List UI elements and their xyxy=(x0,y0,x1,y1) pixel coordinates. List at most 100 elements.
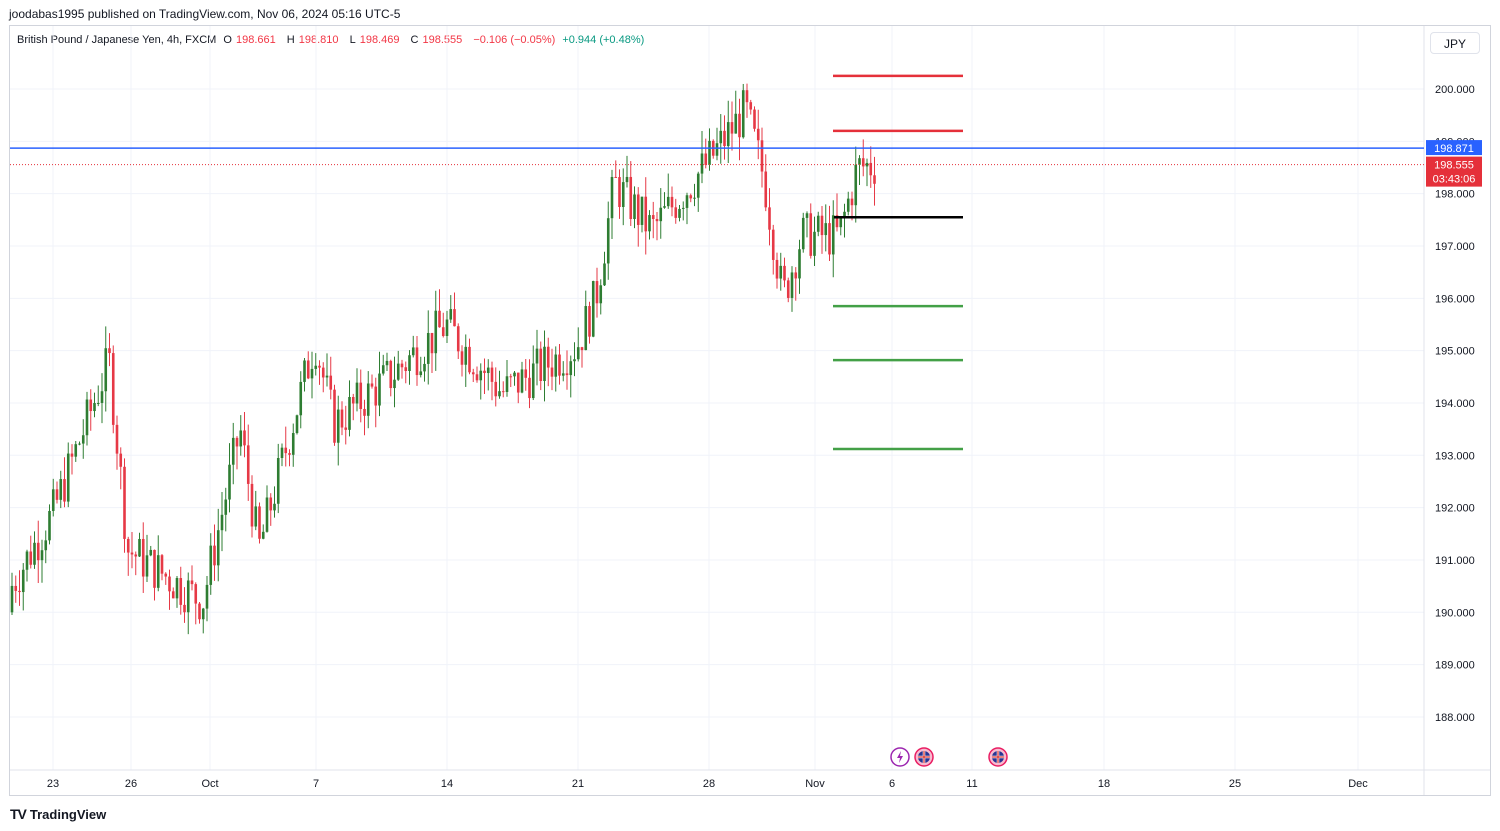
candle-body xyxy=(471,372,475,375)
currency-button[interactable]: JPY xyxy=(1430,32,1480,54)
candle-body xyxy=(790,272,794,298)
candle-body xyxy=(730,122,734,134)
close-label: C xyxy=(410,34,419,46)
x-tick-label: 26 xyxy=(125,778,137,790)
candle-body xyxy=(205,584,209,609)
candle-body xyxy=(494,381,498,397)
candle-body xyxy=(516,372,520,393)
x-tick-label: 28 xyxy=(703,778,715,790)
candle-body xyxy=(231,437,235,465)
candle-body xyxy=(190,580,194,585)
candle-body xyxy=(813,231,816,256)
candle-body xyxy=(839,217,843,228)
candle-body xyxy=(584,306,588,351)
candle-body xyxy=(201,608,205,620)
candle-body xyxy=(828,223,831,255)
candle-body xyxy=(404,367,408,372)
candle-body xyxy=(449,309,453,320)
candle-body xyxy=(445,319,449,337)
candle-body xyxy=(310,368,314,379)
candle-body xyxy=(299,381,303,416)
candle-body xyxy=(33,542,36,565)
candle-body xyxy=(565,373,569,376)
candle-body xyxy=(123,466,126,539)
candle-body xyxy=(505,376,509,392)
symbol-label[interactable]: British Pound / Japanese Yen, 4h, FXCM xyxy=(17,34,217,46)
candle-body xyxy=(685,195,689,208)
x-tick-label: Nov xyxy=(805,778,825,790)
candle-body xyxy=(858,158,861,165)
candle-body xyxy=(340,409,344,428)
candle-body xyxy=(63,479,66,502)
time-axis[interactable]: 23 26 Oct 7 14 21 28 Nov 6 11 18 25 Dec xyxy=(47,778,1368,790)
candle-body xyxy=(674,207,678,218)
candle-body xyxy=(745,90,749,103)
footer-brand[interactable]: TV TradingView xyxy=(10,806,106,822)
x-tick-label: 23 xyxy=(47,778,59,790)
candle-body xyxy=(21,569,25,593)
candle-body xyxy=(580,347,584,351)
candle-body xyxy=(775,259,779,279)
candle-body xyxy=(100,391,104,403)
y-tick-label: 196.000 xyxy=(1435,293,1475,305)
publisher-line: joodabas1995 published on TradingView.co… xyxy=(9,7,401,21)
candle-body xyxy=(81,435,85,444)
candle-body xyxy=(36,542,40,561)
candle-body xyxy=(798,249,801,279)
candle-body xyxy=(715,143,719,156)
y-tick-label: 200.000 xyxy=(1435,84,1475,96)
candle-body xyxy=(351,397,355,404)
candle-body xyxy=(760,140,764,172)
candle-body xyxy=(441,327,445,337)
candle-body xyxy=(820,215,824,236)
candle-body xyxy=(291,433,295,455)
candle-body xyxy=(501,391,505,393)
candle-body xyxy=(66,453,70,502)
candle-body xyxy=(850,198,854,206)
candle-body xyxy=(235,437,239,447)
candle-body xyxy=(280,447,284,458)
candle-body xyxy=(426,332,430,364)
candle-body xyxy=(318,365,321,368)
brand-label: TradingView xyxy=(29,806,107,822)
candle-body xyxy=(374,386,378,406)
candle-body xyxy=(411,347,415,356)
x-tick-label: 11 xyxy=(966,778,977,790)
candle-body xyxy=(640,196,644,225)
current-price-text: 198.555 xyxy=(1434,160,1474,172)
candle-body xyxy=(430,332,434,354)
candle-body xyxy=(160,555,164,574)
candle-body xyxy=(183,604,186,613)
x-tick-label: 18 xyxy=(1098,778,1110,790)
candle-body xyxy=(854,164,858,206)
candle-body xyxy=(561,373,565,376)
ohlc-legend: British Pound / Japanese Yen, 4h, FXCM O… xyxy=(17,34,648,46)
candle-body xyxy=(610,176,614,219)
uk-flag-icon[interactable] xyxy=(914,747,934,767)
candle-body xyxy=(333,389,336,443)
x-tick-label: 25 xyxy=(1229,778,1241,790)
candle-body xyxy=(509,376,513,378)
candle-body xyxy=(378,373,381,406)
price-axis[interactable]: 200.000199.000198.000197.000196.000195.0… xyxy=(1426,84,1482,724)
earnings-bolt-icon[interactable] xyxy=(890,747,910,767)
event-icons[interactable] xyxy=(890,747,1008,767)
x-tick-label: Oct xyxy=(201,778,218,790)
candle-body xyxy=(558,354,561,376)
candle-body xyxy=(74,444,78,457)
candle-body xyxy=(70,453,74,457)
candle-body xyxy=(393,379,396,389)
candle-body xyxy=(175,578,179,599)
low-label: L xyxy=(349,34,356,46)
candle-body xyxy=(520,369,524,393)
candle-body xyxy=(726,122,730,147)
candle-body xyxy=(621,182,625,208)
candle-body xyxy=(595,281,599,304)
candle-body xyxy=(288,453,291,455)
candle-body xyxy=(618,177,621,208)
uk-flag-icon[interactable] xyxy=(988,747,1008,767)
candle-body xyxy=(835,215,839,228)
candle-body xyxy=(363,408,366,416)
candle-body xyxy=(483,370,486,374)
